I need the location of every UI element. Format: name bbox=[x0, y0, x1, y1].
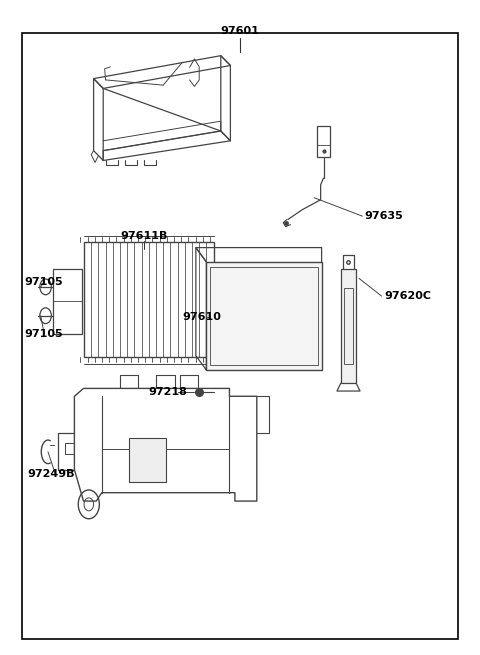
Text: 97620C: 97620C bbox=[384, 291, 431, 301]
Bar bbox=[317, 126, 330, 157]
Text: 97611B: 97611B bbox=[120, 231, 168, 241]
Bar bbox=[341, 269, 356, 383]
Bar bbox=[84, 242, 214, 357]
Bar bbox=[210, 267, 318, 365]
Text: 97249B: 97249B bbox=[28, 468, 75, 479]
Text: 97105: 97105 bbox=[25, 276, 63, 287]
Text: 97601: 97601 bbox=[221, 26, 259, 37]
Text: 97635: 97635 bbox=[365, 211, 404, 221]
Bar bbox=[344, 288, 353, 364]
Bar bbox=[129, 438, 166, 482]
Bar bbox=[206, 262, 322, 370]
Text: 97610: 97610 bbox=[182, 312, 221, 322]
Text: 97105: 97105 bbox=[25, 329, 63, 339]
Text: 97218: 97218 bbox=[149, 386, 188, 397]
Bar bbox=[53, 269, 82, 334]
